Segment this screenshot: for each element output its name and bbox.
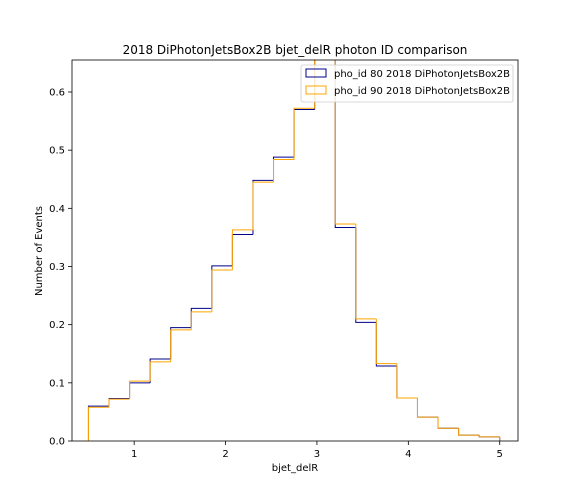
plot-frame bbox=[71, 59, 519, 442]
histogram-bin bbox=[149, 361, 171, 382]
y-tick-label: 0.0 bbox=[49, 437, 65, 448]
histogram-bin bbox=[458, 428, 480, 436]
x-tick-label: 1 bbox=[131, 449, 137, 460]
y-tick-label: 0.3 bbox=[49, 262, 65, 273]
x-tick-label: 4 bbox=[405, 449, 411, 460]
histogram-bin bbox=[231, 229, 253, 270]
legend: pho_id 80 2018 DiPhotonJetsBox2B pho_id … bbox=[300, 64, 514, 103]
y-tick-label: 0.5 bbox=[49, 146, 65, 157]
axes-layer: 1 2 3 4 5 0.0 0.1 0.2 0.3 0.4 0.5 0.6 bbox=[49, 87, 503, 460]
histogram-bin bbox=[375, 318, 397, 365]
y-tick-label: 0.4 bbox=[49, 204, 65, 215]
chart-title: 2018 DiPhotonJetsBox2B bjet_delR photon … bbox=[123, 43, 468, 57]
legend-box bbox=[300, 64, 514, 103]
histogram-bin bbox=[355, 224, 377, 320]
legend-label-pho-id-90: pho_id 90 2018 DiPhotonJetsBox2B bbox=[334, 86, 510, 97]
x-tick-label: 2 bbox=[222, 449, 228, 460]
y-tick-label: 0.2 bbox=[49, 320, 65, 331]
y-tick-label: 0.1 bbox=[49, 378, 65, 389]
histogram-bin bbox=[273, 158, 295, 183]
histogram-bin bbox=[396, 363, 418, 399]
series-2 bbox=[87, 60, 501, 441]
histogram-bin bbox=[190, 311, 212, 330]
x-tick-label: 5 bbox=[497, 449, 503, 460]
histogram-bin bbox=[87, 406, 110, 441]
histogram-bin bbox=[478, 435, 500, 438]
legend-swatch-pho-id-90 bbox=[305, 85, 327, 95]
x-axis-label: bjet_delR bbox=[272, 463, 318, 474]
histogram-bin bbox=[211, 269, 233, 312]
histogram-bin bbox=[293, 107, 315, 160]
histogram-bin bbox=[334, 60, 356, 225]
x-tick-label: 3 bbox=[314, 449, 320, 460]
series-layer bbox=[87, 60, 501, 441]
histogram-bin bbox=[437, 417, 459, 429]
y-axis-label: Number of Events bbox=[34, 206, 45, 296]
y-tick-label: 0.6 bbox=[49, 87, 65, 98]
histogram-bin bbox=[170, 329, 192, 362]
histogram-bin bbox=[108, 398, 130, 408]
legend-swatch-pho-id-80 bbox=[305, 68, 327, 78]
histogram-bin bbox=[129, 380, 151, 400]
legend-label-pho-id-80: pho_id 80 2018 DiPhotonJetsBox2B bbox=[334, 69, 510, 80]
histogram-bin bbox=[416, 397, 439, 418]
histogram-bin bbox=[252, 181, 274, 230]
